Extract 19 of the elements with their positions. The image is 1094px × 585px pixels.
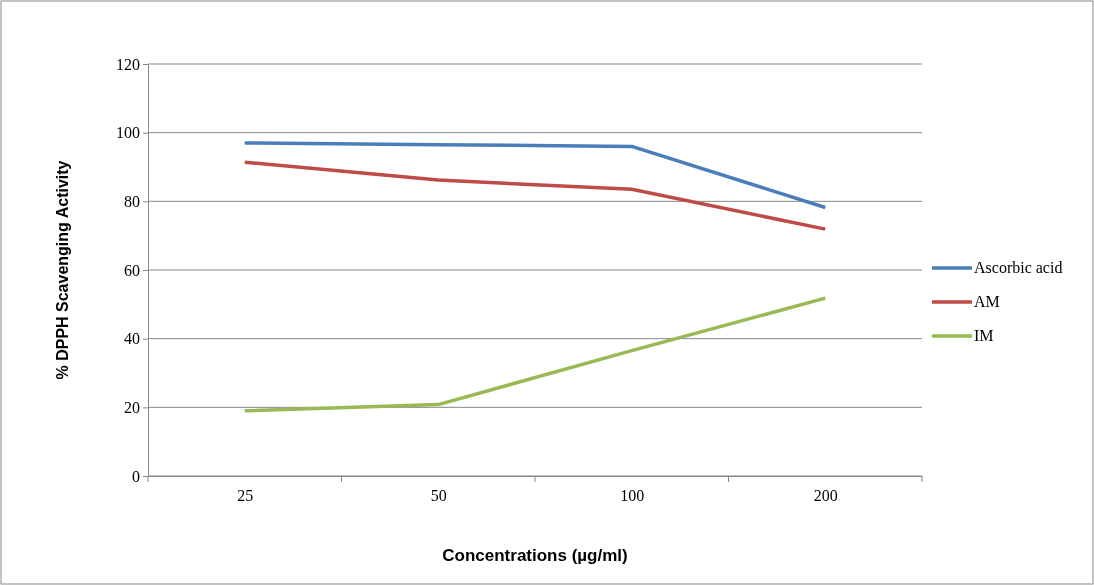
x-axis-title: Concentrations (µg/ml) (442, 546, 628, 565)
legend-label: Ascorbic acid (974, 259, 1063, 276)
y-tick-label: 100 (116, 124, 140, 142)
y-tick-label: 80 (124, 192, 140, 210)
legend-label: IM (974, 327, 994, 344)
line-series (243, 160, 827, 231)
x-tick-label: 50 (430, 487, 447, 505)
y-axis-title: % DPPH Scavenging Activity (54, 160, 71, 380)
x-tick-label: 100 (620, 487, 645, 505)
x-tick-label: 25 (237, 487, 254, 505)
y-tick-label: 20 (124, 398, 140, 416)
line-series (243, 141, 827, 210)
x-tick-label: 200 (813, 487, 838, 505)
y-tick-label: 60 (124, 261, 140, 279)
y-tick-label: 40 (124, 330, 140, 348)
y-tick-label: 0 (132, 467, 140, 485)
legend-label: AM (974, 293, 1000, 310)
line-series (243, 296, 827, 413)
y-tick-label: 120 (116, 55, 140, 73)
